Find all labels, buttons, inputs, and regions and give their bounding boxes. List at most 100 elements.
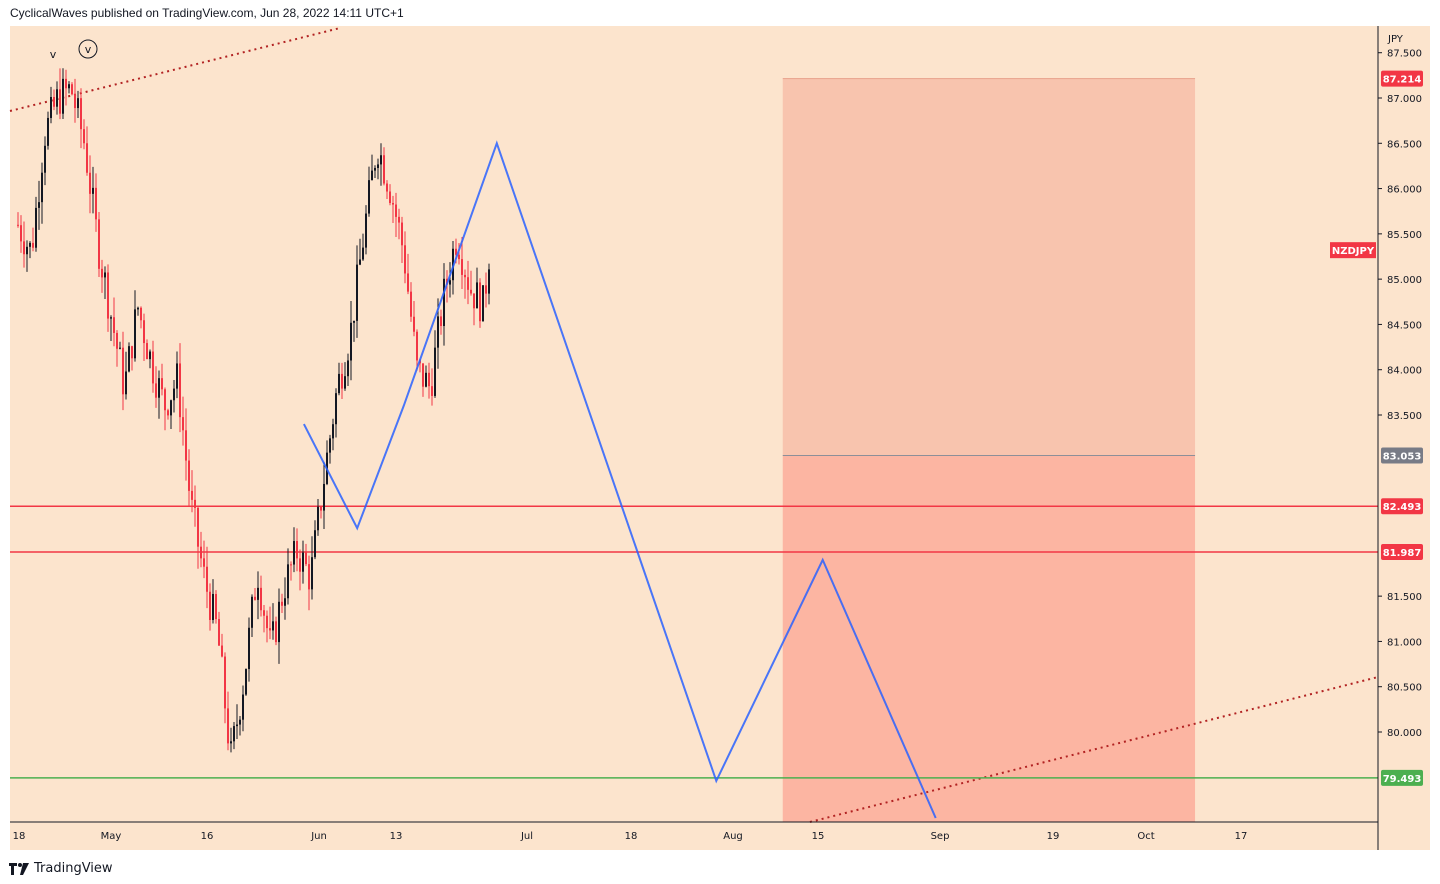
candle-body [434, 347, 436, 396]
price-tag-label: 82.493 [1383, 502, 1422, 513]
candle-body [251, 596, 253, 628]
candle-body [404, 245, 406, 274]
candle-body [119, 347, 121, 349]
y-tick-label: 80.500 [1387, 683, 1422, 694]
candle-body [374, 167, 376, 171]
price-tag-box [1381, 447, 1423, 464]
x-tick-label: Oct [1137, 831, 1154, 842]
x-tick-label: 18 [13, 831, 26, 842]
candle-body [56, 89, 58, 107]
candle-body [341, 373, 343, 389]
candle-body [266, 615, 268, 629]
candle-body [413, 316, 415, 332]
candle-body [71, 84, 73, 95]
price-tag-label: 79.493 [1383, 774, 1422, 785]
candle-body [371, 170, 373, 181]
tradingview-logo-icon [9, 862, 29, 875]
y-tick-label: 81.000 [1387, 637, 1422, 648]
candle-body [464, 274, 466, 278]
x-tick-label: 15 [812, 831, 825, 842]
candle-body [443, 278, 445, 327]
candle-body [485, 285, 487, 294]
x-tick-label: Aug [723, 831, 743, 842]
candle-body [350, 322, 352, 361]
x-tick-label: 16 [201, 831, 214, 842]
candle-body [284, 598, 286, 606]
candle-body [329, 438, 331, 453]
candle-body [401, 222, 403, 246]
tradingview-brand-label: TradingView [34, 861, 113, 876]
candle-body [311, 557, 313, 590]
candle-body [479, 282, 481, 322]
candle-body [383, 155, 385, 184]
tradingview-brand[interactable]: TradingView [9, 861, 113, 876]
candle-body [236, 724, 238, 727]
y-tick-label: 85.500 [1387, 230, 1422, 241]
x-tick-label: 18 [625, 831, 638, 842]
x-tick-label: 19 [1047, 831, 1060, 842]
x-tick-label: 17 [1235, 831, 1248, 842]
candle-body [29, 242, 31, 247]
candle-body [158, 378, 160, 398]
candle-body [389, 191, 391, 203]
candles-group [17, 68, 490, 753]
y-tick-label: 84.000 [1387, 366, 1422, 377]
candle-body [140, 307, 142, 321]
candle-body [362, 247, 364, 260]
candle-body [197, 507, 199, 547]
y-tick-label: 83.500 [1387, 411, 1422, 422]
candle-body [131, 346, 133, 359]
candle-body [227, 708, 229, 744]
candle-body [248, 627, 250, 670]
candle-body [50, 97, 52, 118]
candle-body [20, 225, 22, 242]
x-tick-label: May [101, 831, 122, 842]
candle-body [128, 346, 130, 372]
candle-body [359, 259, 361, 265]
candle-body [47, 117, 49, 146]
candle-body [296, 541, 298, 559]
candle-body [269, 628, 271, 631]
candle-body [437, 316, 439, 348]
candle-body [239, 719, 241, 725]
candle-body [101, 268, 103, 278]
candle-body [89, 172, 91, 194]
candle-body [191, 490, 193, 500]
lower-dotted-trendline [809, 676, 1379, 823]
candle-body [482, 285, 484, 322]
candle-body [167, 410, 169, 416]
candle-body [44, 145, 46, 173]
candle-body [425, 372, 427, 387]
candle-body [224, 656, 226, 709]
candle-body [164, 389, 166, 411]
y-tick-label: 80.000 [1387, 728, 1422, 739]
candle-body [32, 242, 34, 248]
candle-body [170, 400, 172, 416]
wave-label-circle [78, 39, 98, 59]
candle-body [272, 621, 274, 631]
candle-body [395, 204, 397, 217]
projected-wave-path [303, 140, 937, 819]
candle-body [152, 351, 154, 384]
candle-body [77, 98, 79, 109]
candle-body [386, 183, 388, 192]
x-tick-label: 13 [390, 831, 403, 842]
candle-body [62, 78, 64, 114]
candle-body [182, 417, 184, 431]
upper-dotted-trendline [9, 27, 341, 112]
publisher-header: CyclicalWaves published on TradingView.c… [10, 6, 404, 20]
candle-body [203, 558, 205, 567]
candle-body [299, 558, 301, 572]
candle-body [257, 587, 259, 600]
chart-background [10, 26, 1430, 850]
candle-body [287, 564, 289, 599]
candle-body [38, 202, 40, 208]
candle-body [110, 317, 112, 319]
candle-body [344, 376, 346, 389]
candle-body [473, 293, 475, 309]
candle-body [317, 506, 319, 531]
candle-body [377, 164, 379, 168]
candle-body [41, 172, 43, 203]
candle-body [188, 460, 190, 491]
